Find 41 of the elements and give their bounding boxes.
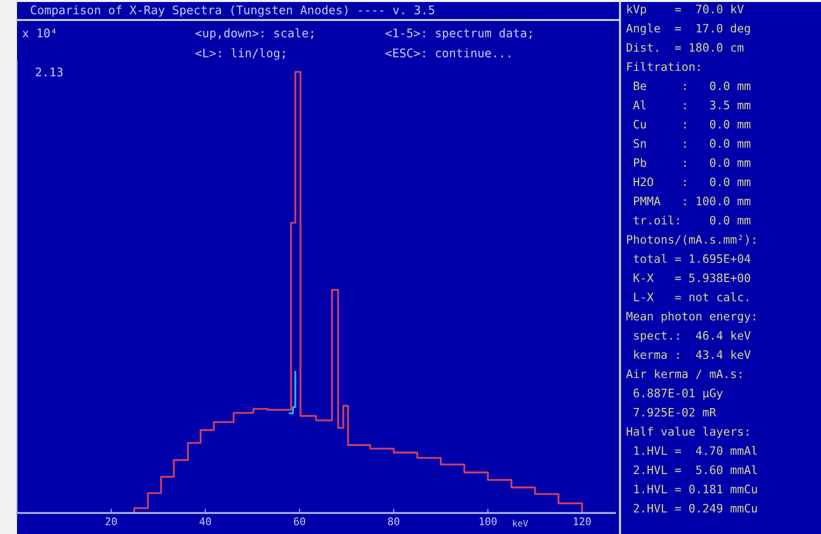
x-tick-label: 80 (388, 517, 400, 526)
text: Sn : 0.0 mm (634, 139, 750, 148)
text: 6.887E-01 µGy (634, 388, 723, 400)
text: 2.HVL = 0.249 mmCu (634, 504, 757, 513)
text: <up,down>: scale; (196, 28, 314, 40)
text: Cu : 0.0 mm (634, 120, 750, 129)
text: 1.HVL = 4.70 mmAl (634, 446, 757, 455)
text: Pb : 0.0 mm (634, 158, 750, 167)
text: kVp = 70.0 kV (627, 4, 744, 16)
x-tick-label: 20 (106, 517, 117, 526)
text: 7.925E-02 mR (634, 408, 716, 417)
text: K-X = 5.938E+00 (634, 273, 750, 282)
annotation: 2.13 (36, 68, 63, 76)
text: H2O : 0.0 mm (634, 177, 750, 186)
x-tick-label: 100 (480, 517, 497, 526)
chart-title: Comparison of X-Ray Spectra (Tungsten Anodes) ---- v. 3.5 (30, 5, 434, 17)
text: <ESC>: continue... (386, 48, 510, 58)
text: 2.HVL = 5.60 mmAl (634, 465, 757, 474)
y-axis-title: x 10⁴ (22, 28, 56, 38)
text: Photons/(mA.s.mm²): (627, 234, 756, 246)
text: <L>: lin/log; (196, 48, 285, 60)
text: Mean photon energy: (626, 312, 756, 323)
text: Angle = 17.0 deg (626, 24, 750, 35)
text: tr.oil: 0.0 mm (634, 216, 750, 225)
x-tick-label: 40 (200, 517, 211, 526)
text: Dist. = 180.0 cm (626, 42, 744, 52)
text: Be : 0.0 mm (634, 81, 750, 90)
text: Air kerma / mA.s: (626, 369, 742, 380)
text: Half value layers: (626, 426, 748, 438)
text: spect.: 46.4 keV (634, 330, 751, 342)
x-tick-label: 120 (574, 517, 591, 526)
text: L-X = not calc. (634, 292, 748, 302)
text: 1.HVL = 0.181 mmCu (634, 484, 757, 494)
text: Filtration: (627, 62, 700, 71)
text: total = 1.695E+04 (634, 254, 750, 263)
x-tick-label: 60 (294, 517, 306, 526)
x-axis-title: keV (513, 520, 528, 527)
text: Al : 3.5 mm (633, 100, 750, 110)
text: PMMA : 100.0 mm (634, 196, 750, 206)
text: kerma : 43.4 keV (634, 350, 751, 359)
text: <1-5>: spectrum data; (386, 28, 532, 40)
